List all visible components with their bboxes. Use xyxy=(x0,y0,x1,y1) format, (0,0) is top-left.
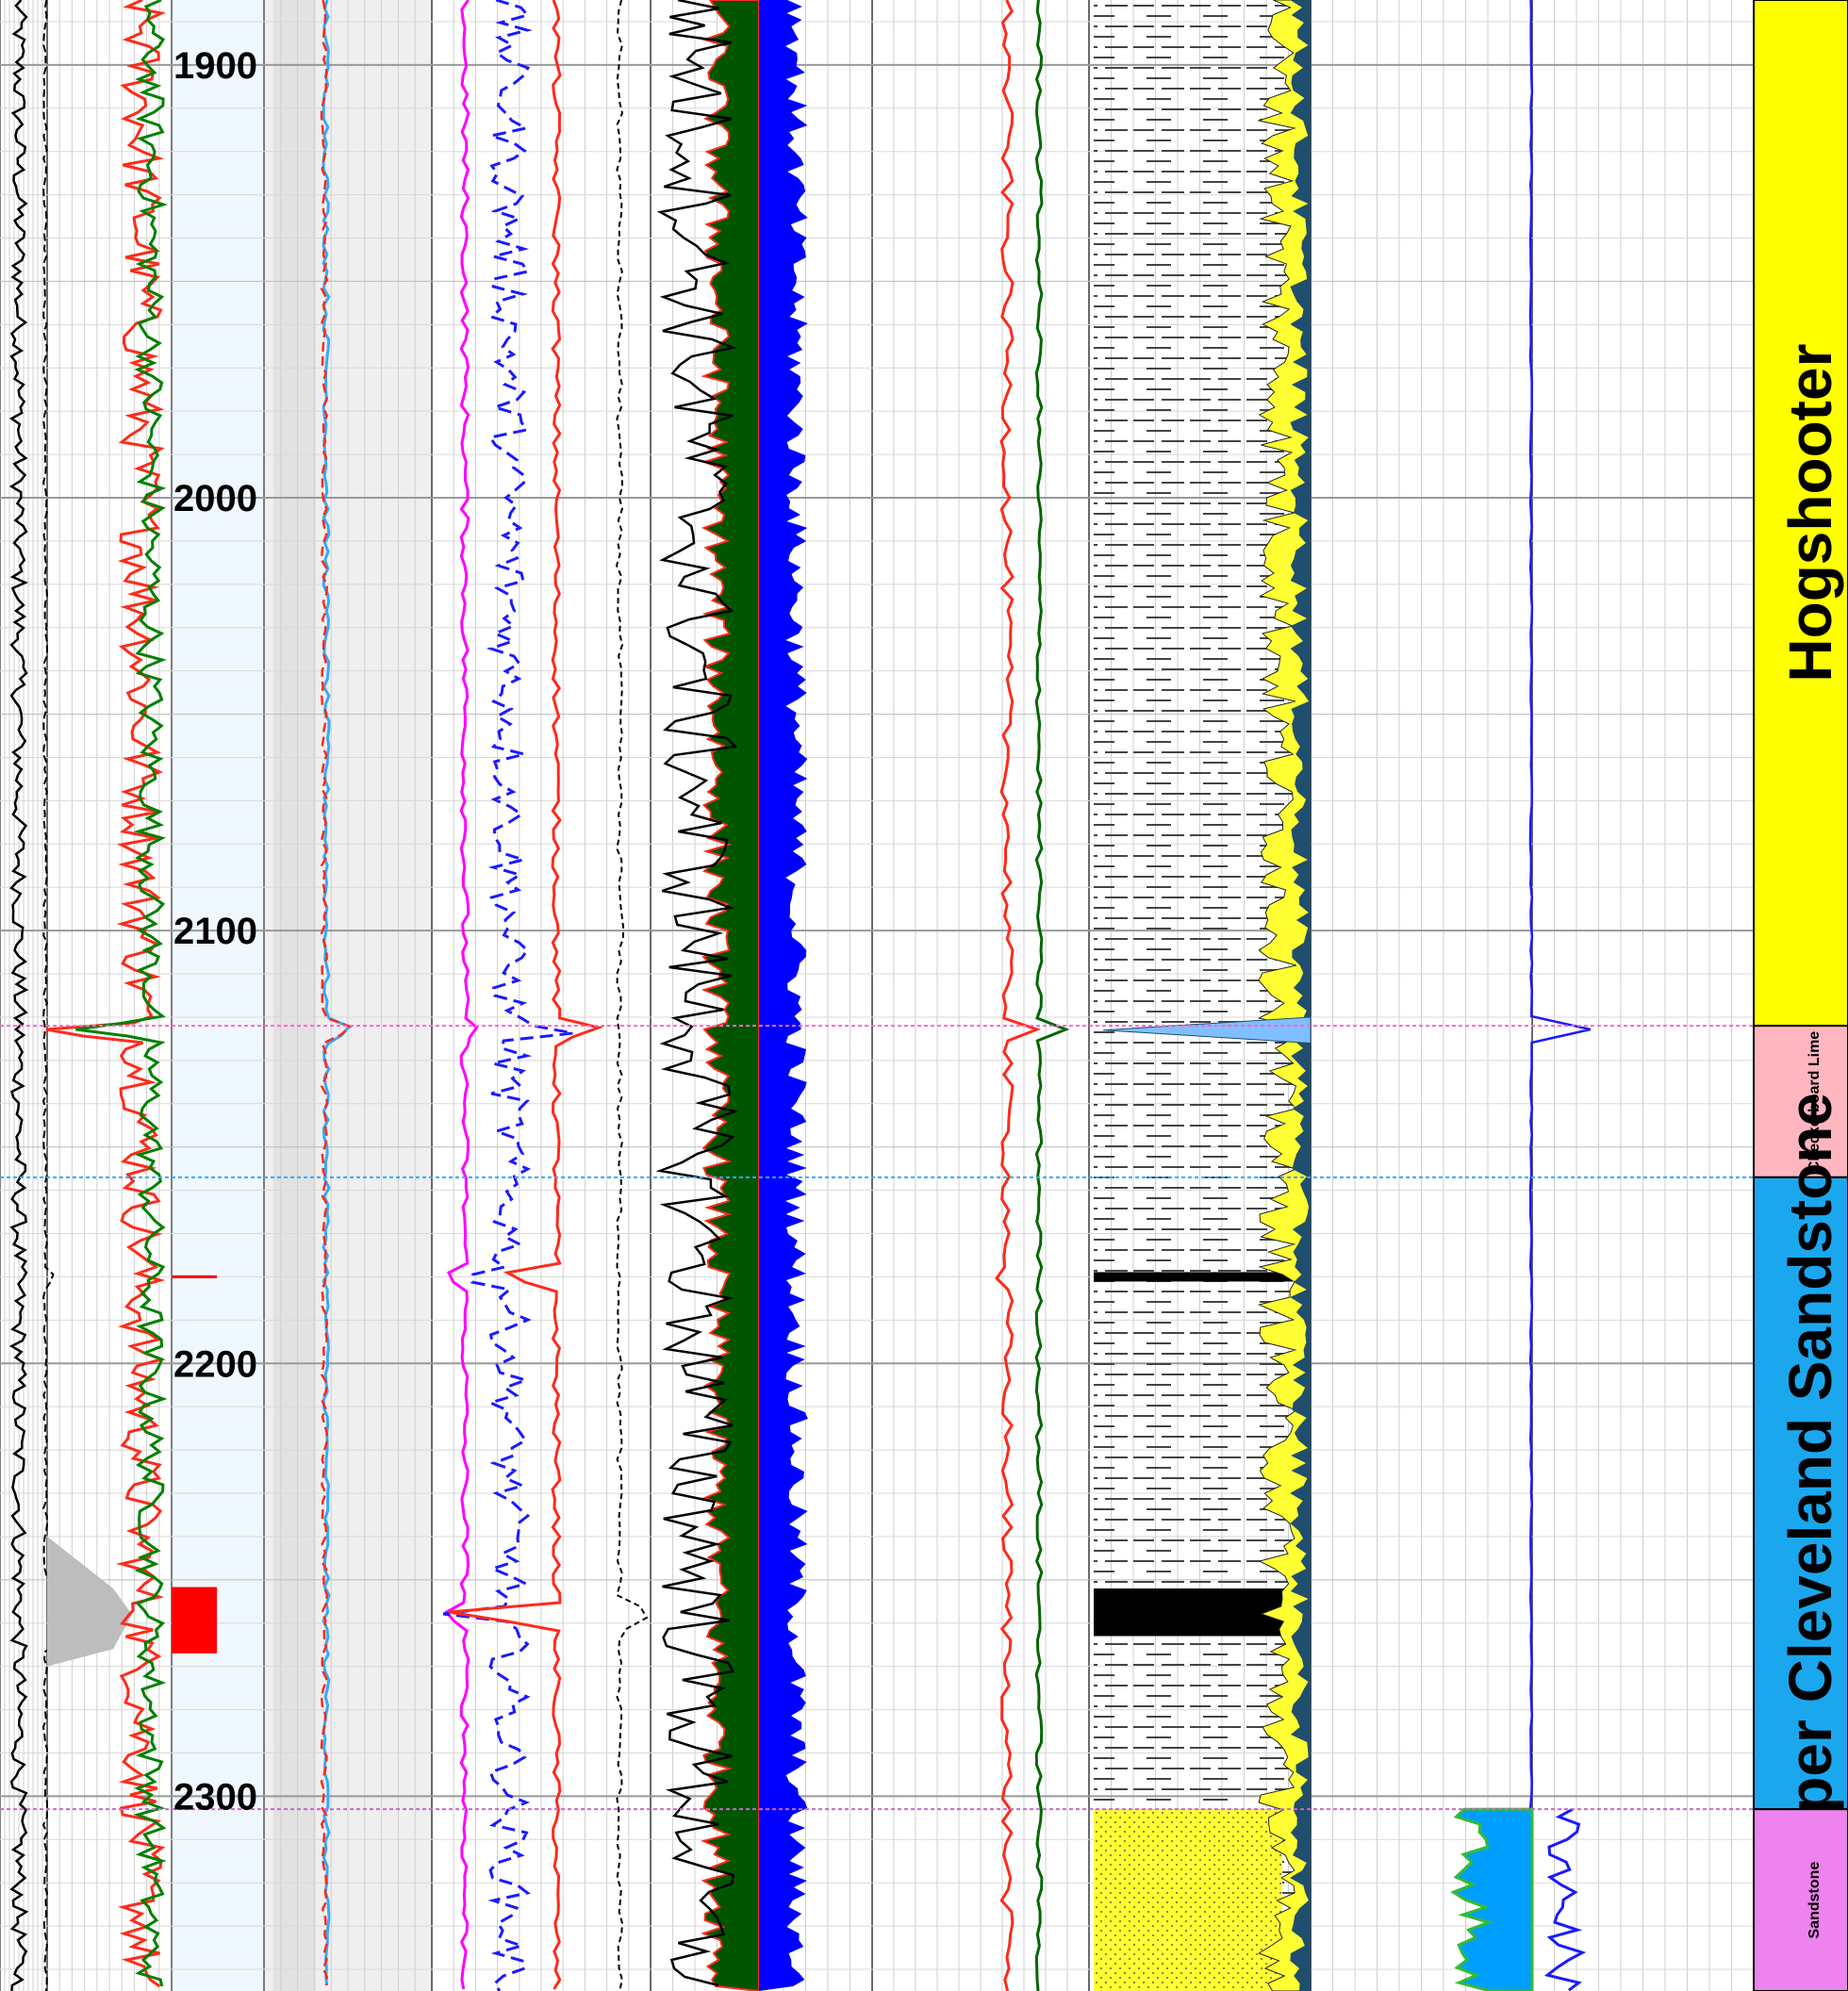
track-5-blue-fill xyxy=(759,0,808,1991)
depth-tick-label: 1900 xyxy=(173,45,257,87)
depth-tick-label: 2200 xyxy=(173,1343,257,1385)
track-4-curve-dashed xyxy=(615,0,649,1991)
track-6-curve-red xyxy=(995,0,1042,1991)
track-8-curve-lower xyxy=(1543,1807,1587,1991)
track-backgrounds xyxy=(172,0,432,1991)
depth-tick-label: 2000 xyxy=(173,478,257,519)
track-1-curve-dashed xyxy=(41,0,104,1991)
track-1-curve-solid xyxy=(8,0,29,1991)
lithology-sandstone xyxy=(1094,1809,1282,1991)
depth-tick-label: 2100 xyxy=(173,911,257,952)
track-5-curve-black xyxy=(655,0,739,1987)
formation-band xyxy=(1753,0,1848,1028)
track-2-curve-red xyxy=(45,0,167,1988)
lithology-dark-fill xyxy=(1290,0,1311,1991)
track-8-curve-blue xyxy=(1528,0,1591,1981)
track-8-fill xyxy=(1450,1807,1534,1991)
formation-tops-layer xyxy=(0,1025,1754,1811)
depth-axis: 1900 2000 2100 2200 2300 xyxy=(173,45,257,1818)
track-3-curve-red xyxy=(320,0,353,1986)
track-3-curve-blue xyxy=(322,0,352,1986)
formation-label: Checkerboard Lime xyxy=(1807,1031,1823,1172)
formation-band xyxy=(1753,1808,1848,1991)
track-2-curve-green xyxy=(75,0,169,1987)
track-4-curve-magenta xyxy=(444,0,479,1990)
curve-layer xyxy=(8,0,1591,1991)
lithology-coal-thin xyxy=(1094,1272,1311,1282)
track-4-curve-red xyxy=(448,0,604,1990)
track-5-green-fill xyxy=(701,0,760,1991)
depth-track-bg xyxy=(172,0,264,1991)
formation-label: Upper Cleveland Sandstone xyxy=(1776,1093,1844,1894)
depth-tick-label: 2300 xyxy=(173,1776,257,1818)
formation-band xyxy=(1753,1176,1848,1811)
formation-label: Hogshooter xyxy=(1776,344,1844,683)
lithology-lime-spike xyxy=(1102,1016,1312,1045)
formation-label: Sandstone xyxy=(1807,1862,1823,1939)
track-1-fill xyxy=(47,1536,132,1667)
marker-layer xyxy=(172,1275,217,1654)
track-4-curve-blue xyxy=(442,0,574,1991)
perforation-block xyxy=(172,1588,217,1654)
formation-band xyxy=(1753,1025,1848,1178)
track-3-shade xyxy=(273,0,316,1991)
track-6-curve-green xyxy=(1034,0,1070,1991)
